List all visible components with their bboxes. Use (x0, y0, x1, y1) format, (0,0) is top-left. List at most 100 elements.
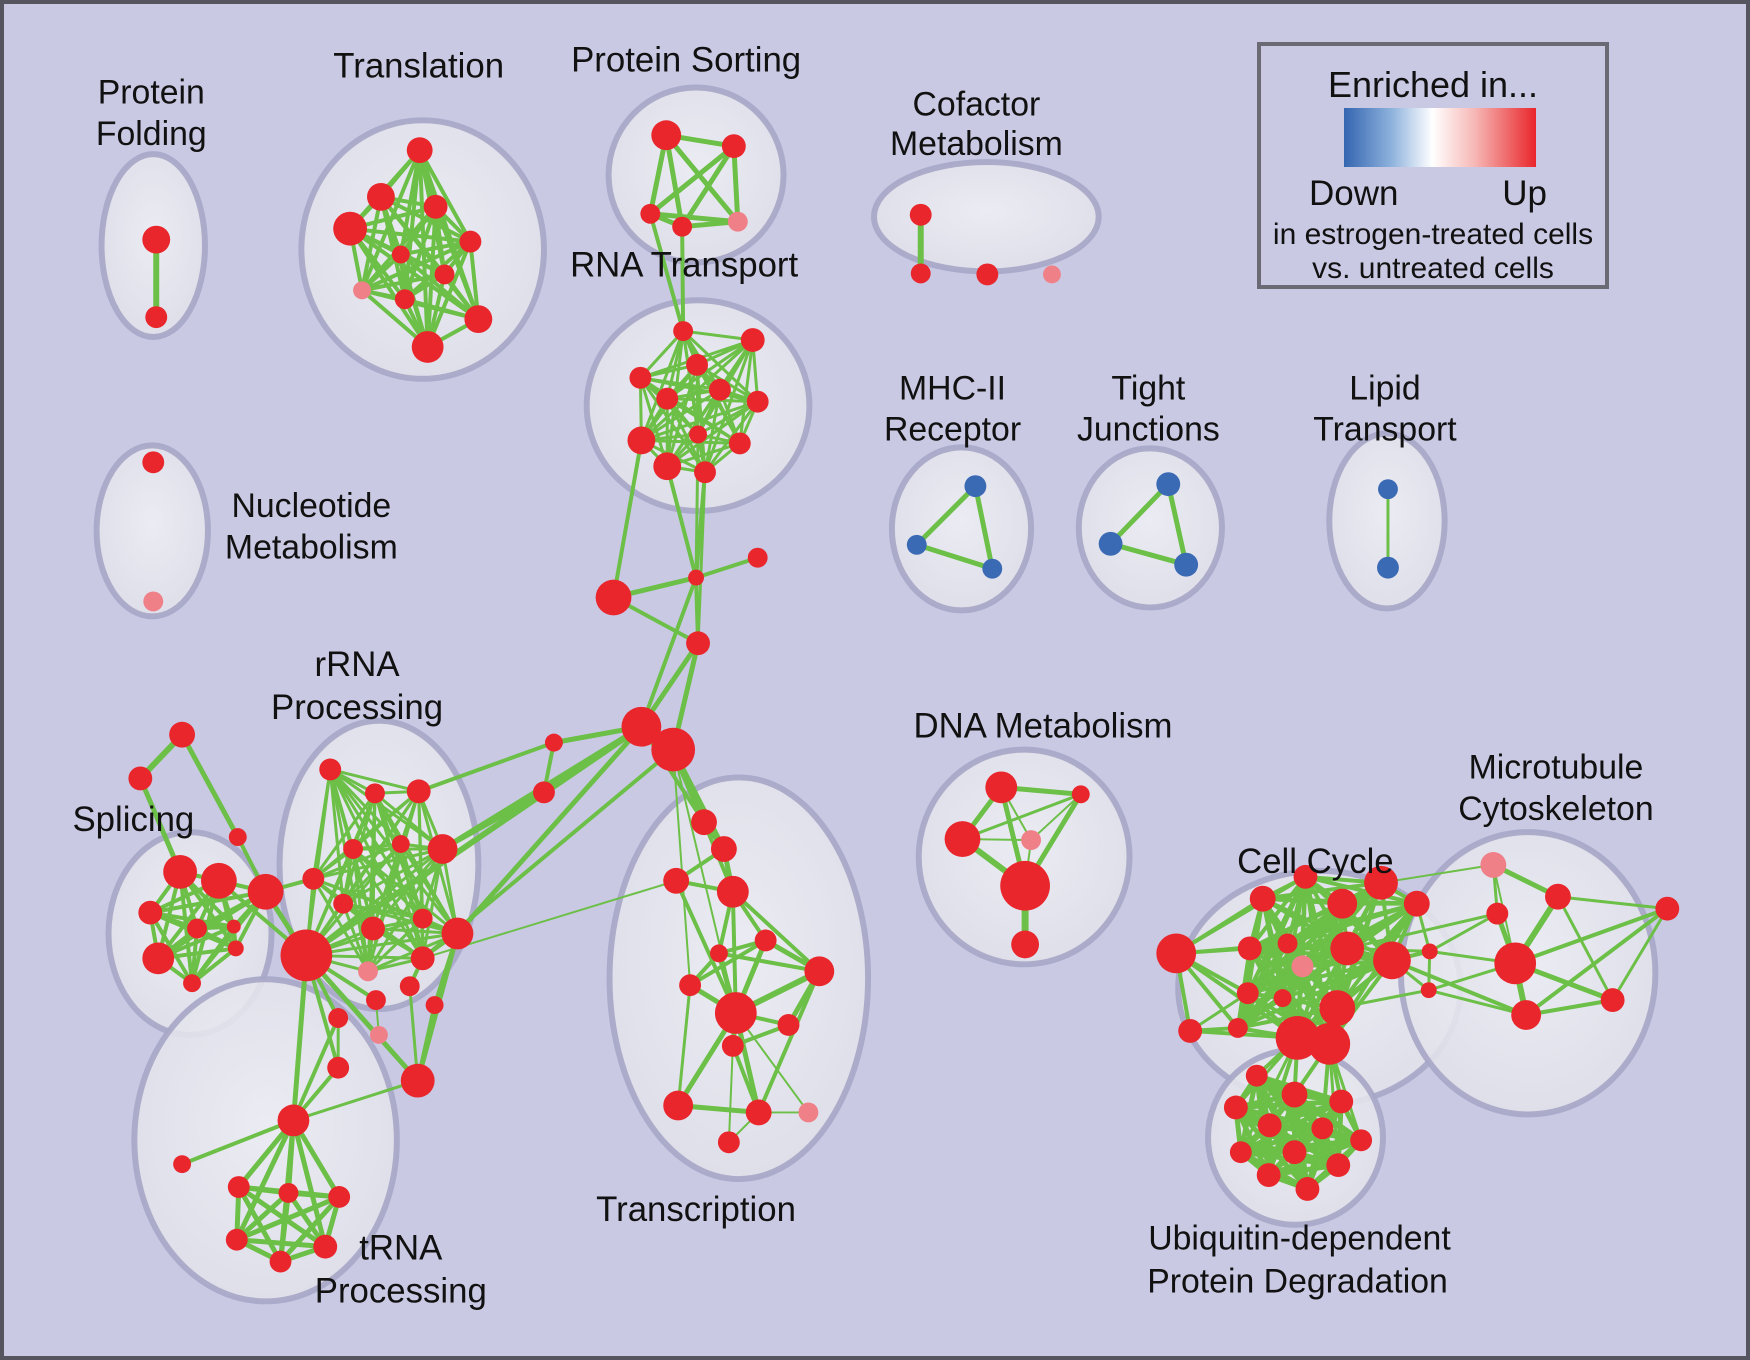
node-tn6[interactable] (313, 1234, 338, 1259)
node-tn5[interactable] (225, 1228, 248, 1251)
node-rr6[interactable] (427, 834, 458, 864)
node-t11[interactable] (411, 331, 444, 363)
node-r5[interactable] (708, 378, 731, 401)
node-rr8[interactable] (333, 893, 354, 914)
node-d5[interactable] (1000, 860, 1050, 911)
node-rrHub[interactable] (280, 929, 333, 982)
node-r10[interactable] (728, 432, 751, 455)
node-x15[interactable] (717, 1131, 740, 1154)
node-sp6[interactable] (142, 942, 175, 975)
node-mt2[interactable] (1545, 883, 1571, 910)
node-s5[interactable] (727, 211, 748, 232)
node-rr1[interactable] (319, 758, 342, 781)
node-sp7[interactable] (183, 974, 201, 993)
node-x2[interactable] (710, 836, 737, 862)
node-t6[interactable] (391, 245, 410, 264)
node-r7[interactable] (746, 390, 769, 413)
node-m2[interactable] (906, 534, 927, 555)
node-rb1[interactable] (328, 1008, 349, 1028)
node-x5[interactable] (754, 929, 777, 952)
node-mt7[interactable] (1600, 988, 1625, 1013)
node-d6[interactable] (1011, 930, 1040, 959)
node-sp8[interactable] (227, 940, 244, 957)
node-n1[interactable] (142, 451, 165, 474)
node-x13[interactable] (745, 1099, 772, 1126)
node-u5[interactable] (1257, 1113, 1282, 1138)
node-u12[interactable] (1295, 1177, 1320, 1201)
node-x6[interactable] (709, 944, 728, 963)
node-r3[interactable] (686, 353, 708, 376)
node-d2[interactable] (1071, 785, 1090, 804)
node-d4[interactable] (1021, 830, 1042, 850)
node-ch3[interactable] (595, 579, 632, 616)
node-t4[interactable] (333, 211, 368, 246)
node-t3[interactable] (423, 194, 448, 219)
node-pf2[interactable] (145, 306, 168, 329)
node-x11[interactable] (721, 1034, 744, 1057)
node-cc3[interactable] (1327, 888, 1358, 919)
node-cc15[interactable] (1308, 1022, 1351, 1065)
node-cc9[interactable] (1330, 931, 1365, 966)
node-t1[interactable] (406, 137, 433, 164)
node-x8[interactable] (679, 974, 702, 997)
node-r1[interactable] (673, 321, 694, 342)
node-rb8[interactable] (369, 1025, 388, 1044)
node-pf1[interactable] (142, 225, 171, 254)
node-r11[interactable] (653, 452, 682, 481)
node-tj2[interactable] (1098, 531, 1123, 556)
node-mt9[interactable] (1655, 896, 1680, 921)
node-u2[interactable] (1281, 1081, 1308, 1108)
node-c2[interactable] (910, 263, 931, 284)
node-u10[interactable] (1256, 1163, 1281, 1187)
node-ft1[interactable] (169, 721, 196, 748)
node-mt1[interactable] (1480, 851, 1507, 878)
node-rr14[interactable] (441, 917, 474, 950)
node-sp2[interactable] (200, 862, 237, 899)
node-r8[interactable] (627, 426, 656, 455)
node-sp5[interactable] (226, 919, 241, 934)
node-t5[interactable] (459, 230, 482, 253)
node-cc4[interactable] (1364, 865, 1398, 900)
node-t10[interactable] (464, 305, 493, 334)
node-sp1[interactable] (163, 854, 198, 889)
node-mt8[interactable] (1511, 1000, 1542, 1030)
node-rb2[interactable] (366, 990, 386, 1011)
node-x9[interactable] (714, 992, 757, 1034)
node-u9[interactable] (1350, 1129, 1373, 1152)
node-cc6[interactable] (1237, 936, 1262, 961)
node-cc13[interactable] (1319, 990, 1356, 1026)
node-cc14[interactable] (1275, 1016, 1320, 1060)
node-u6[interactable] (1311, 1117, 1334, 1140)
node-sp4[interactable] (187, 918, 207, 939)
node-sp3[interactable] (138, 900, 163, 925)
node-rr3[interactable] (406, 779, 431, 804)
node-m1[interactable] (964, 475, 987, 498)
node-cc12[interactable] (1273, 989, 1292, 1008)
node-ft2[interactable] (128, 766, 153, 791)
node-ccO1[interactable] (1156, 933, 1197, 974)
node-u7[interactable] (1229, 1141, 1252, 1164)
node-rr7[interactable] (302, 867, 325, 890)
node-s2[interactable] (721, 134, 746, 159)
node-tnHub[interactable] (277, 1104, 310, 1137)
node-r4[interactable] (629, 366, 652, 389)
node-u8[interactable] (1282, 1140, 1307, 1165)
node-t2[interactable] (367, 182, 395, 211)
node-x1[interactable] (691, 809, 717, 836)
node-hub1[interactable] (621, 706, 662, 747)
node-rr11[interactable] (412, 908, 433, 929)
node-r9[interactable] (689, 425, 707, 444)
node-rb4[interactable] (425, 996, 444, 1015)
node-l2[interactable] (1377, 556, 1399, 579)
node-rr12[interactable] (358, 961, 378, 982)
node-tn3[interactable] (278, 1183, 299, 1203)
node-c1[interactable] (909, 203, 932, 226)
node-cc8[interactable] (1291, 955, 1314, 978)
node-s3[interactable] (640, 203, 661, 224)
node-mt4[interactable] (1421, 943, 1438, 960)
node-ft3[interactable] (228, 828, 247, 847)
node-hub2[interactable] (651, 727, 696, 772)
node-tn2[interactable] (227, 1176, 250, 1198)
node-s1[interactable] (651, 120, 682, 151)
node-d3[interactable] (944, 821, 981, 857)
